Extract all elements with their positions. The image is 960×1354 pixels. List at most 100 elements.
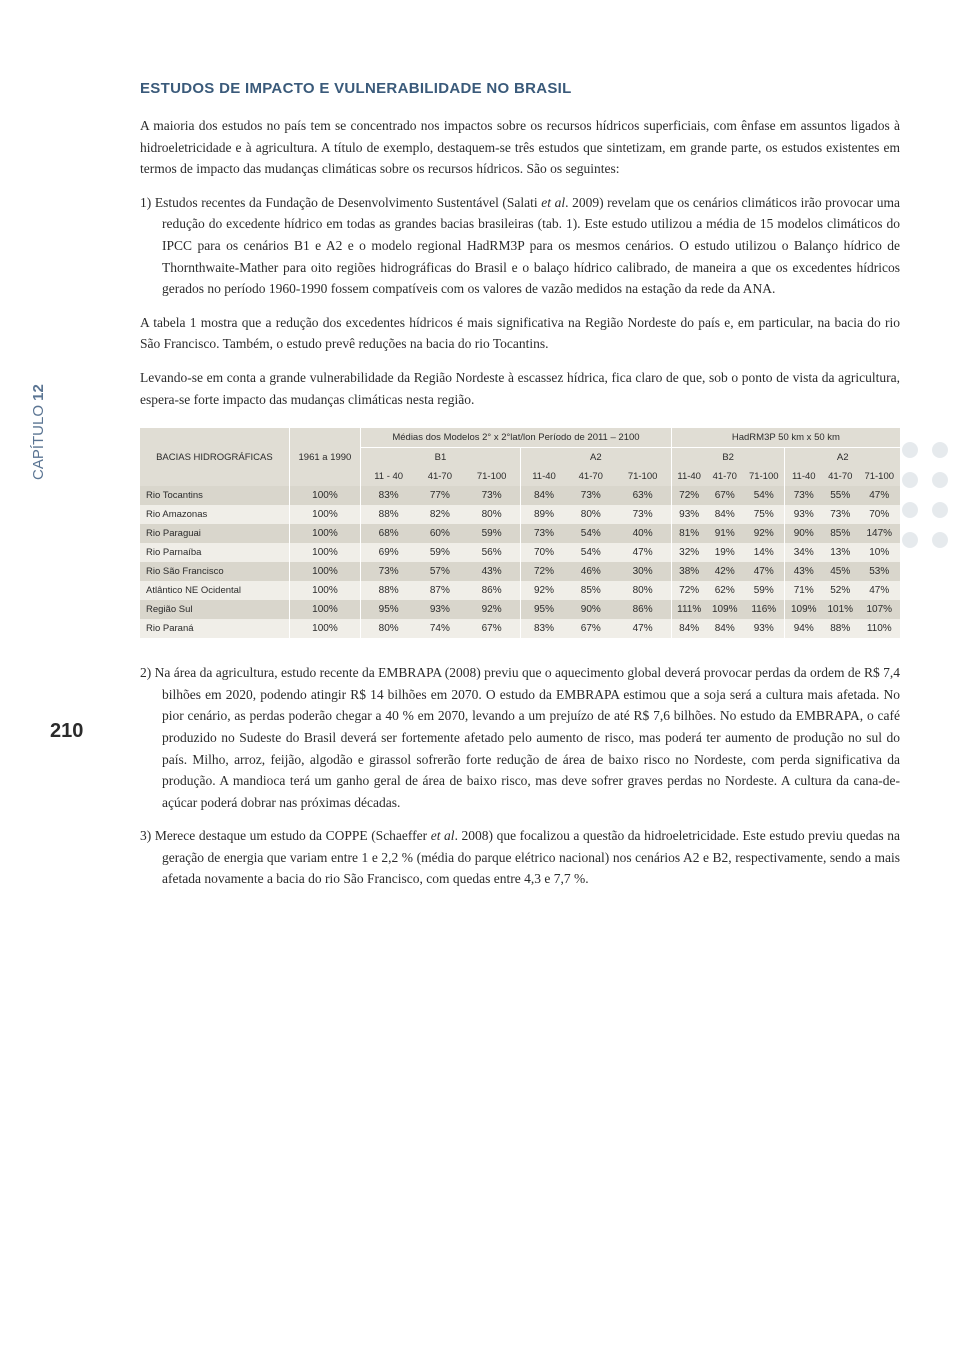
- base-value: 100%: [289, 486, 360, 505]
- basin-name: Rio Parnaíba: [140, 543, 289, 562]
- data-cell: 38%: [671, 562, 706, 581]
- data-cell: 90%: [567, 600, 614, 619]
- base-value: 100%: [289, 562, 360, 581]
- data-cell: 73%: [785, 486, 822, 505]
- basin-name: Rio Paraguai: [140, 524, 289, 543]
- text-part: 3) Merece destaque um estudo da COPPE (S…: [140, 828, 431, 843]
- data-cell: 47%: [743, 562, 785, 581]
- data-cell: 13%: [822, 543, 858, 562]
- paragraph-tabela: A tabela 1 mostra que a redução dos exce…: [140, 312, 900, 355]
- data-cell: 89%: [520, 505, 567, 524]
- col-header-hadrm: HadRM3P 50 km x 50 km: [671, 428, 900, 448]
- data-cell: 52%: [822, 581, 858, 600]
- data-cell: 147%: [858, 524, 900, 543]
- data-cell: 116%: [743, 600, 785, 619]
- data-cell: 40%: [614, 524, 671, 543]
- data-cell: 47%: [858, 486, 900, 505]
- table-row: Rio Paraguai100%68%60%59%73%54%40%81%91%…: [140, 524, 900, 543]
- period-header: 41-70: [822, 467, 858, 486]
- period-header: 11-40: [785, 467, 822, 486]
- list-item-2: 2) Na área da agricultura, estudo recent…: [140, 662, 900, 813]
- data-cell: 43%: [463, 562, 520, 581]
- table-row: Rio Amazonas100%88%82%80%89%80%73%93%84%…: [140, 505, 900, 524]
- data-cell: 74%: [416, 619, 463, 638]
- data-cell: 72%: [671, 581, 706, 600]
- data-cell: 53%: [858, 562, 900, 581]
- col-header-base: 1961 a 1990: [289, 428, 360, 486]
- data-cell: 73%: [567, 486, 614, 505]
- page-number: 210: [50, 720, 83, 743]
- data-cell: 54%: [567, 543, 614, 562]
- chapter-number: 12: [30, 384, 47, 401]
- basin-name: Rio Amazonas: [140, 505, 289, 524]
- period-header: 41-70: [707, 467, 743, 486]
- data-cell: 19%: [707, 543, 743, 562]
- data-cell: 109%: [785, 600, 822, 619]
- hydrographic-basins-table: BACIAS HIDROGRÁFICAS 1961 a 1990 Médias …: [140, 428, 900, 638]
- data-cell: 91%: [707, 524, 743, 543]
- paragraph-levando: Levando-se em conta a grande vulnerabili…: [140, 367, 900, 410]
- base-value: 100%: [289, 619, 360, 638]
- data-cell: 111%: [671, 600, 706, 619]
- data-cell: 47%: [614, 543, 671, 562]
- data-cell: 92%: [520, 581, 567, 600]
- data-cell: 59%: [416, 543, 463, 562]
- base-value: 100%: [289, 505, 360, 524]
- list-item-3: 3) Merece destaque um estudo da COPPE (S…: [140, 825, 900, 890]
- table-row: Rio Parnaíba100%69%59%56%70%54%47%32%19%…: [140, 543, 900, 562]
- data-cell: 86%: [614, 600, 671, 619]
- data-cell: 47%: [858, 581, 900, 600]
- period-header: 11-40: [520, 467, 567, 486]
- data-cell: 70%: [858, 505, 900, 524]
- data-cell: 95%: [361, 600, 417, 619]
- data-cell: 55%: [822, 486, 858, 505]
- data-cell: 34%: [785, 543, 822, 562]
- period-header: 11 - 40: [361, 467, 417, 486]
- section-title: ESTUDOS DE IMPACTO E VULNERABILIDADE NO …: [140, 80, 900, 97]
- data-cell: 67%: [707, 486, 743, 505]
- data-cell: 84%: [707, 505, 743, 524]
- data-cell: 93%: [671, 505, 706, 524]
- period-header: 71-100: [463, 467, 520, 486]
- data-cell: 109%: [707, 600, 743, 619]
- chapter-text: CAPÍTULO: [30, 405, 47, 480]
- basin-name: Rio Tocantins: [140, 486, 289, 505]
- data-cell: 85%: [567, 581, 614, 600]
- table-row: Atlântico NE Ocidental100%88%87%86%92%85…: [140, 581, 900, 600]
- basin-name: Rio Paraná: [140, 619, 289, 638]
- data-cell: 110%: [858, 619, 900, 638]
- data-cell: 107%: [858, 600, 900, 619]
- data-cell: 59%: [743, 581, 785, 600]
- data-cell: 73%: [463, 486, 520, 505]
- data-cell: 80%: [614, 581, 671, 600]
- table-row: Rio Tocantins100%83%77%73%84%73%63%72%67…: [140, 486, 900, 505]
- data-cell: 32%: [671, 543, 706, 562]
- base-value: 100%: [289, 600, 360, 619]
- data-cell: 93%: [416, 600, 463, 619]
- table-row: Rio Paraná100%80%74%67%83%67%47%84%84%93…: [140, 619, 900, 638]
- data-cell: 90%: [785, 524, 822, 543]
- data-cell: 88%: [822, 619, 858, 638]
- data-cell: 70%: [520, 543, 567, 562]
- base-value: 100%: [289, 581, 360, 600]
- data-cell: 54%: [743, 486, 785, 505]
- sub-header: A2: [785, 448, 900, 468]
- data-cell: 101%: [822, 600, 858, 619]
- italic-text: et al: [431, 828, 455, 843]
- data-cell: 95%: [520, 600, 567, 619]
- data-cell: 93%: [785, 505, 822, 524]
- data-cell: 67%: [567, 619, 614, 638]
- data-cell: 73%: [361, 562, 417, 581]
- data-cell: 84%: [520, 486, 567, 505]
- col-header-bacias: BACIAS HIDROGRÁFICAS: [140, 428, 289, 486]
- data-cell: 71%: [785, 581, 822, 600]
- data-cell: 81%: [671, 524, 706, 543]
- intro-paragraph: A maioria dos estudos no país tem se con…: [140, 115, 900, 180]
- sub-header: A2: [520, 448, 671, 468]
- data-cell: 60%: [416, 524, 463, 543]
- table-row: Região Sul100%95%93%92%95%90%86%111%109%…: [140, 600, 900, 619]
- list-item-1: 1) Estudos recentes da Fundação de Desen…: [140, 192, 900, 300]
- data-cell: 75%: [743, 505, 785, 524]
- data-cell: 93%: [743, 619, 785, 638]
- table-row: Rio São Francisco100%73%57%43%72%46%30%3…: [140, 562, 900, 581]
